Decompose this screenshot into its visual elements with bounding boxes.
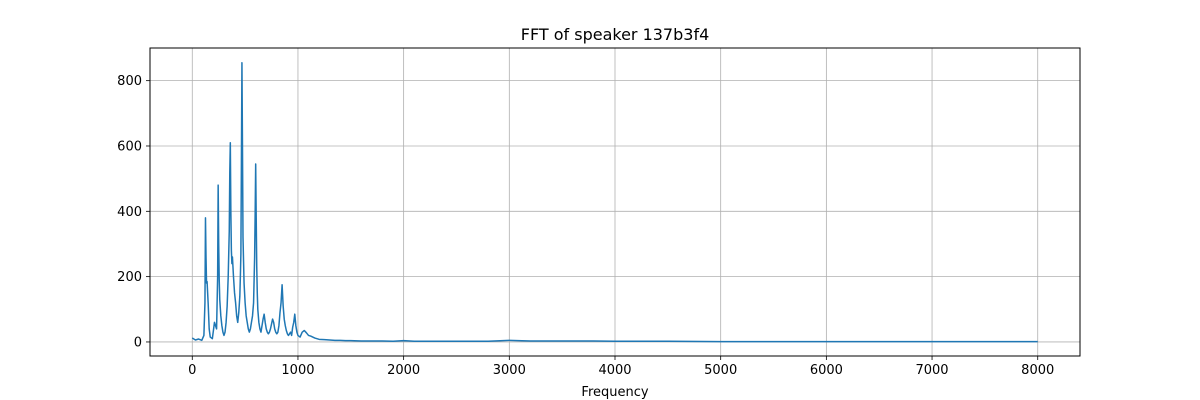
x-tick-label: 3000 [493,363,526,378]
x-tick-label: 5000 [704,363,737,378]
y-tick-label: 0 [134,335,142,350]
series-layer [191,61,1038,343]
x-tick-label: 7000 [915,363,948,378]
y-tick-label: 200 [117,270,142,285]
x-tick-label: 0 [188,363,196,378]
x-tick-label: 2000 [387,363,420,378]
grid [150,48,1080,356]
x-tick-label: 6000 [810,363,843,378]
x-tick-label: 8000 [1021,363,1054,378]
x-axis-title: Frequency [581,385,648,400]
y-tick-label: 600 [117,139,142,154]
y-tick-label: 800 [117,74,142,89]
x-tick-label: 1000 [281,363,314,378]
fft-series-line [191,61,1038,343]
y-tick-label: 400 [117,205,142,220]
ticks: 0 1000 2000 3000 4000 5000 6000 7000 8000 0 200 400… [117,74,1054,378]
x-tick-label: 4000 [598,363,631,378]
chart-title: FFT of speaker 137b3f4 [521,25,710,44]
